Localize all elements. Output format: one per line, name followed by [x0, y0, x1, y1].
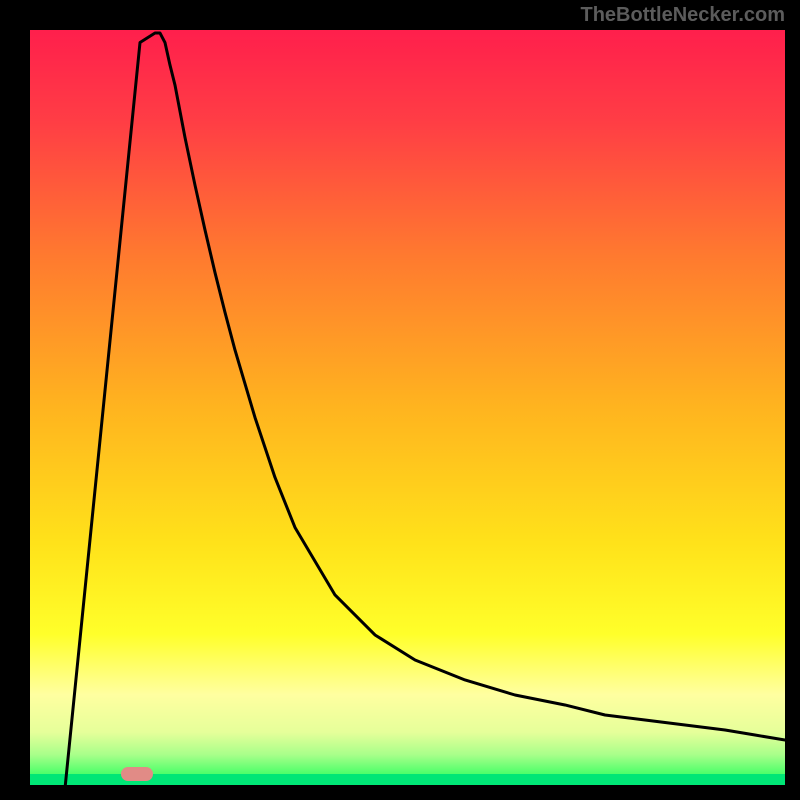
watermark-text: TheBottleNecker.com: [580, 4, 785, 27]
legend-marker: [121, 767, 153, 781]
chart-curve: [30, 30, 785, 785]
plot-area: [30, 30, 785, 785]
